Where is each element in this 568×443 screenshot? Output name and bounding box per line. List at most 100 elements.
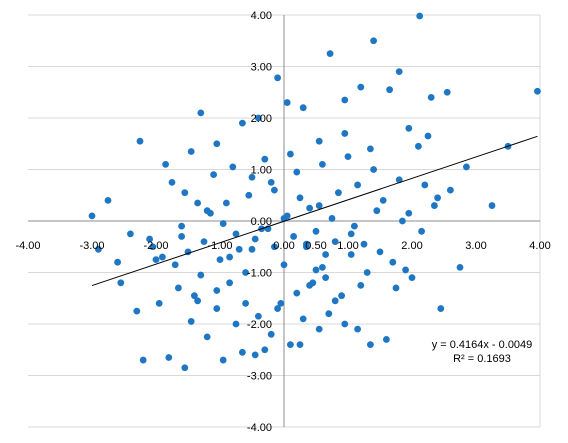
data-point: [213, 140, 221, 148]
data-point: [187, 318, 195, 325]
data-point: [271, 186, 278, 194]
trendline-group: [91, 135, 538, 287]
data-point: [319, 160, 326, 168]
data-point: [207, 209, 214, 217]
data-point: [219, 220, 227, 227]
tick-labels: -4.00 -3.00 -2.00 -1.00 0.00 0.50 1.00 2.00 3.00…: [15, 10, 550, 434]
data-point: [287, 150, 294, 158]
data-point: [277, 300, 285, 307]
data-point: [315, 137, 323, 145]
data-point: [203, 333, 211, 341]
data-point: [357, 83, 365, 91]
y-tick-label: 2.00: [251, 113, 272, 125]
data-point: [344, 153, 352, 161]
data-point: [296, 194, 304, 202]
data-point: [267, 178, 275, 186]
data-point: [367, 145, 374, 153]
x-tick-label: 0.50: [305, 240, 326, 252]
data-point: [232, 320, 240, 328]
x-tick-label: 1.00: [337, 240, 358, 252]
y-tick-label: -4.00: [247, 422, 272, 434]
data-point: [274, 305, 281, 312]
data-point: [159, 253, 166, 261]
data-point: [194, 297, 202, 305]
data-point: [152, 256, 160, 264]
x-tick-label: -4.00: [15, 240, 40, 252]
data-point: [416, 12, 424, 20]
data-point: [283, 99, 291, 106]
data-point: [274, 74, 281, 82]
data-point: [251, 351, 259, 359]
data-point: [395, 68, 403, 76]
data-point: [347, 251, 355, 258]
trendline-annotation: y = 0.4164x - 0.0049 R² = 0.1693: [432, 339, 533, 365]
y-tick-label: -3.00: [247, 371, 272, 383]
trendline: [91, 135, 538, 287]
data-point: [363, 269, 371, 276]
trendline-equation: y = 0.4164x - 0.0049: [432, 339, 533, 351]
x-tick-label: -2.00: [143, 240, 168, 252]
data-point: [136, 137, 144, 145]
data-point: [232, 230, 240, 238]
data-point: [427, 94, 435, 101]
trendline-r-squared: R² = 0.1693: [453, 353, 511, 365]
data-point: [226, 253, 234, 261]
data-point: [315, 325, 323, 333]
data-point: [126, 230, 134, 238]
data-point: [149, 243, 157, 251]
data-point: [370, 166, 377, 173]
data-point: [325, 310, 333, 318]
x-tick-label: -3.00: [79, 240, 104, 252]
data-point: [431, 202, 438, 209]
data-point: [194, 199, 202, 207]
data-point: [421, 181, 429, 189]
data-point: [306, 204, 313, 212]
data-point: [239, 348, 246, 356]
data-point: [331, 297, 339, 305]
data-point: [181, 189, 189, 197]
data-point: [223, 199, 230, 207]
data-point: [351, 222, 358, 230]
data-point: [415, 142, 422, 150]
data-point: [181, 364, 189, 372]
data-point: [235, 245, 243, 253]
data-point: [434, 194, 441, 202]
y-tick-label: -2.00: [247, 319, 272, 331]
data-point: [114, 258, 121, 266]
data-point: [315, 202, 323, 209]
data-point: [219, 356, 227, 364]
data-point: [146, 235, 154, 243]
data-point: [331, 238, 339, 246]
data-point: [255, 114, 262, 122]
data-point: [347, 230, 355, 238]
data-point: [175, 284, 182, 292]
data-point: [139, 356, 147, 364]
data-point: [239, 119, 246, 127]
data-point: [392, 284, 400, 292]
data-point: [287, 341, 294, 348]
data-point: [322, 251, 329, 258]
data-point: [354, 181, 361, 189]
data-point: [405, 209, 413, 217]
data-point: [293, 289, 301, 297]
data-point: [354, 325, 361, 333]
data-point: [395, 176, 403, 184]
data-point: [178, 233, 186, 240]
x-tick-label: 3.00: [465, 240, 486, 252]
data-point: [376, 248, 384, 256]
data-point: [402, 266, 409, 274]
data-point: [408, 274, 416, 282]
data-point: [165, 354, 173, 361]
data-point: [104, 197, 112, 204]
data-point: [367, 341, 374, 348]
data-point: [383, 336, 390, 343]
data-point: [399, 217, 406, 225]
data-point: [197, 109, 205, 117]
data-point: [306, 281, 313, 289]
data-point: [534, 87, 541, 95]
data-point: [488, 202, 496, 209]
data-point: [341, 320, 349, 328]
data-point: [299, 104, 307, 112]
